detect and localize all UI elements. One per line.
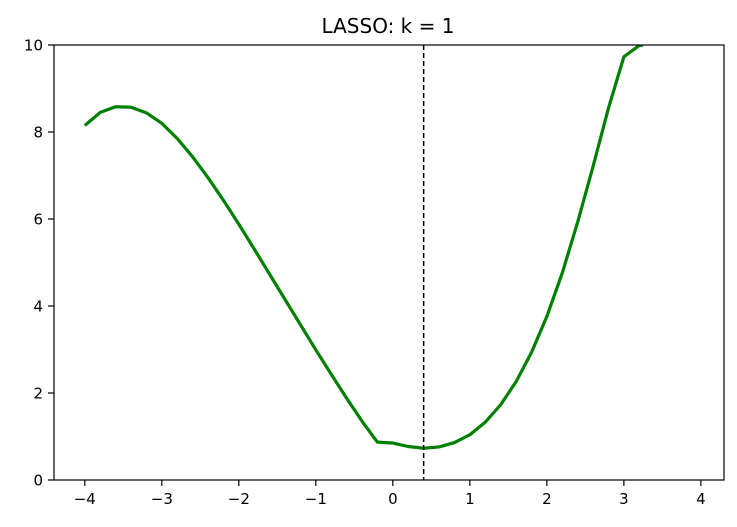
x-tick-label: −4	[74, 490, 96, 508]
y-tick-label: 6	[33, 211, 43, 229]
x-tick-label: 2	[542, 490, 552, 508]
y-axis: 0 2 4 6 8 10	[24, 37, 54, 490]
x-tick-label: 0	[388, 490, 398, 508]
y-tick-label: 2	[33, 385, 43, 403]
y-tick-label: 0	[33, 472, 43, 490]
y-tick-label: 8	[33, 124, 43, 142]
x-tick-label: −3	[151, 490, 173, 508]
x-tick-label: 1	[465, 490, 475, 508]
series-line-0	[83, 45, 644, 450]
x-axis: −4 −3 −2 −1 0 1 2 3 4	[74, 480, 706, 508]
x-tick-label: −1	[305, 490, 327, 508]
y-tick-label: 4	[33, 298, 43, 316]
plot-content	[83, 45, 644, 480]
y-tick-label: 10	[24, 37, 43, 55]
x-tick-label: 4	[696, 490, 706, 508]
chart-title: LASSO: k = 1	[322, 14, 455, 38]
x-tick-label: 3	[619, 490, 629, 508]
x-tick-label: −2	[228, 490, 250, 508]
axes-frame	[53, 44, 725, 481]
